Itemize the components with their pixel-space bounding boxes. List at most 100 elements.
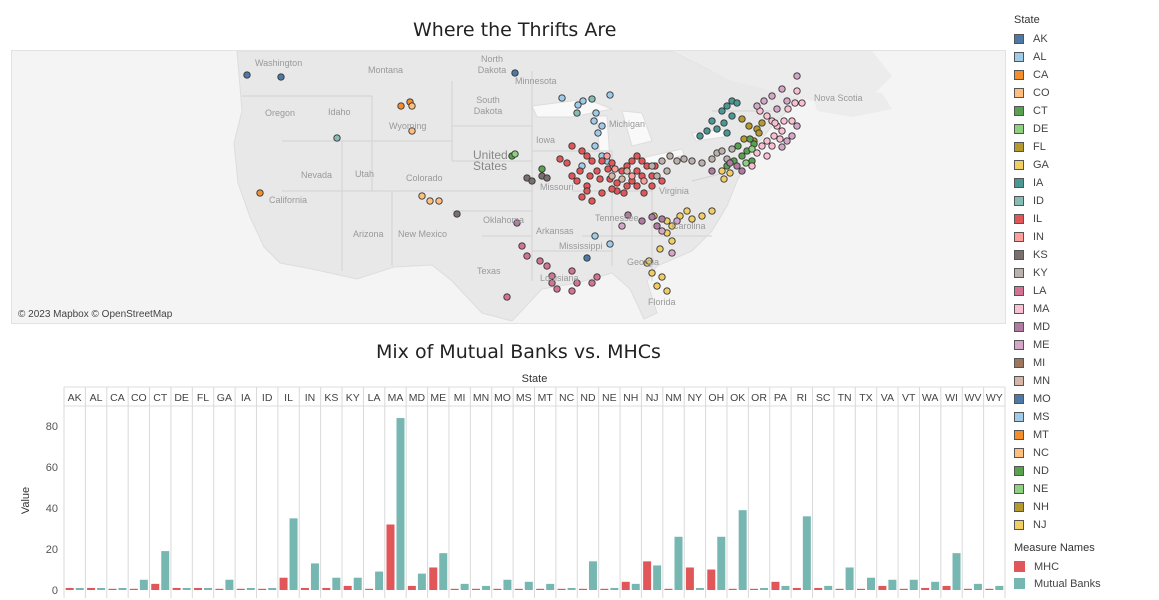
thrift-location-dot[interactable]: [583, 152, 591, 160]
thrift-location-dot[interactable]: [623, 182, 631, 190]
thrift-location-dot[interactable]: [708, 207, 716, 215]
thrift-location-dot[interactable]: [628, 157, 636, 165]
thrift-location-dot[interactable]: [588, 95, 596, 103]
bar-mhc-mo[interactable]: [493, 588, 502, 590]
thrift-location-dot[interactable]: [738, 115, 746, 123]
bar-mhc-ct[interactable]: [151, 583, 160, 590]
category-label-id[interactable]: ID: [262, 392, 273, 404]
category-label-me[interactable]: ME: [430, 392, 446, 404]
state-legend-item-me[interactable]: ME: [1014, 336, 1154, 354]
thrift-location-dot[interactable]: [573, 279, 581, 287]
category-label-la[interactable]: LA: [368, 392, 381, 404]
thrift-location-dot[interactable]: [592, 109, 600, 117]
thrift-location-dot[interactable]: [656, 245, 664, 253]
thrift-location-dot[interactable]: [586, 172, 594, 180]
bar-mutual-banks-fl[interactable]: [204, 587, 213, 590]
bar-mhc-ms[interactable]: [514, 588, 523, 590]
thrift-location-dot[interactable]: [788, 117, 796, 125]
thrift-location-dot[interactable]: [576, 167, 584, 175]
thrift-location-dot[interactable]: [783, 137, 791, 145]
state-legend-item-nj[interactable]: NJ: [1014, 516, 1154, 534]
bar-mhc-il[interactable]: [279, 577, 288, 590]
bar-mutual-banks-ne[interactable]: [610, 587, 619, 590]
category-label-ms[interactable]: MS: [516, 392, 532, 404]
bar-mhc-ia[interactable]: [236, 588, 245, 590]
bar-mutual-banks-ms[interactable]: [524, 581, 533, 590]
thrift-location-dot[interactable]: [578, 193, 586, 201]
thrift-location-dot[interactable]: [574, 101, 582, 109]
bar-mhc-wi[interactable]: [942, 585, 951, 590]
thrift-location-dot[interactable]: [668, 237, 676, 245]
thrift-location-dot[interactable]: [783, 97, 791, 105]
bar-mhc-nh[interactable]: [621, 581, 630, 590]
category-label-md[interactable]: MD: [409, 392, 426, 404]
thrift-location-dot[interactable]: [548, 272, 556, 280]
bar-mhc-mt[interactable]: [536, 588, 545, 590]
thrift-location-dot[interactable]: [718, 167, 726, 175]
bar-mhc-nd[interactable]: [578, 588, 587, 590]
thrift-location-dot[interactable]: [723, 102, 731, 110]
bar-mutual-banks-ca[interactable]: [118, 587, 127, 590]
bar-mhc-id[interactable]: [258, 588, 267, 590]
state-legend-item-la[interactable]: LA: [1014, 282, 1154, 300]
thrift-location-dot[interactable]: [593, 167, 601, 175]
bar-mhc-pa[interactable]: [771, 581, 780, 590]
bar-mhc-ok[interactable]: [728, 588, 737, 590]
thrift-location-dot[interactable]: [591, 142, 599, 150]
state-legend-item-mo[interactable]: MO: [1014, 390, 1154, 408]
thrift-location-dot[interactable]: [608, 185, 616, 193]
bar-mutual-banks-ri[interactable]: [802, 516, 811, 590]
thrift-location-dot[interactable]: [573, 177, 581, 185]
thrift-location-dot[interactable]: [583, 254, 591, 262]
bar-mhc-ca[interactable]: [108, 588, 117, 590]
bar-mutual-banks-co[interactable]: [139, 579, 148, 590]
bar-mutual-banks-va[interactable]: [888, 579, 897, 590]
thrift-location-dot[interactable]: [594, 129, 602, 137]
state-legend-item-in[interactable]: IN: [1014, 228, 1154, 246]
state-legend-item-ky[interactable]: KY: [1014, 264, 1154, 282]
bar-mutual-banks-or[interactable]: [760, 587, 769, 590]
thrift-location-dot[interactable]: [734, 142, 742, 150]
thrift-location-dot[interactable]: [658, 177, 666, 185]
thrift-location-dot[interactable]: [776, 135, 784, 143]
bar-mutual-banks-nd[interactable]: [588, 561, 597, 590]
thrift-location-dot[interactable]: [558, 94, 566, 102]
thrift-location-dot[interactable]: [733, 162, 741, 170]
map-canvas[interactable]: [12, 51, 1005, 323]
state-legend-item-il[interactable]: IL: [1014, 210, 1154, 228]
thrift-location-dot[interactable]: [613, 179, 621, 187]
bar-mutual-banks-vt[interactable]: [909, 579, 918, 590]
bar-mutual-banks-de[interactable]: [182, 587, 191, 590]
thrift-location-dot[interactable]: [668, 249, 676, 257]
thrift-location-dot[interactable]: [588, 279, 596, 287]
thrift-location-dot[interactable]: [748, 145, 756, 153]
bar-mhc-ks[interactable]: [322, 587, 331, 590]
measure-legend-item-mhc[interactable]: MHC: [1014, 558, 1101, 575]
thrift-location-dot[interactable]: [648, 213, 656, 221]
bar-mutual-banks-md[interactable]: [417, 573, 426, 590]
thrift-location-dot[interactable]: [604, 165, 612, 173]
bar-mutual-banks-oh[interactable]: [717, 536, 726, 590]
state-legend-item-md[interactable]: MD: [1014, 318, 1154, 336]
thrift-location-dot[interactable]: [728, 112, 736, 120]
bar-mhc-ne[interactable]: [600, 588, 609, 590]
category-label-oh[interactable]: OH: [708, 392, 724, 404]
thrift-location-dot[interactable]: [768, 142, 776, 150]
bar-mutual-banks-ga[interactable]: [225, 579, 234, 590]
thrift-location-dot[interactable]: [333, 134, 341, 142]
category-label-sc[interactable]: SC: [816, 392, 831, 404]
thrift-location-dot[interactable]: [726, 169, 734, 177]
thrift-location-dot[interactable]: [418, 192, 426, 200]
bar-mutual-banks-il[interactable]: [289, 518, 298, 590]
thrift-location-dot[interactable]: [573, 109, 581, 117]
bar-mutual-banks-ma[interactable]: [396, 418, 405, 590]
category-label-wv[interactable]: WV: [964, 392, 981, 404]
thrift-location-dot[interactable]: [688, 215, 696, 223]
thrift-location-dot[interactable]: [590, 117, 598, 125]
map-attribution[interactable]: © 2023 Mapbox © OpenStreetMap: [18, 309, 173, 320]
category-label-mt[interactable]: MT: [538, 392, 554, 404]
thrift-location-dot[interactable]: [793, 72, 801, 80]
bar-mhc-ga[interactable]: [215, 588, 224, 590]
category-label-mi[interactable]: MI: [454, 392, 466, 404]
bar-mhc-ny[interactable]: [685, 567, 694, 590]
